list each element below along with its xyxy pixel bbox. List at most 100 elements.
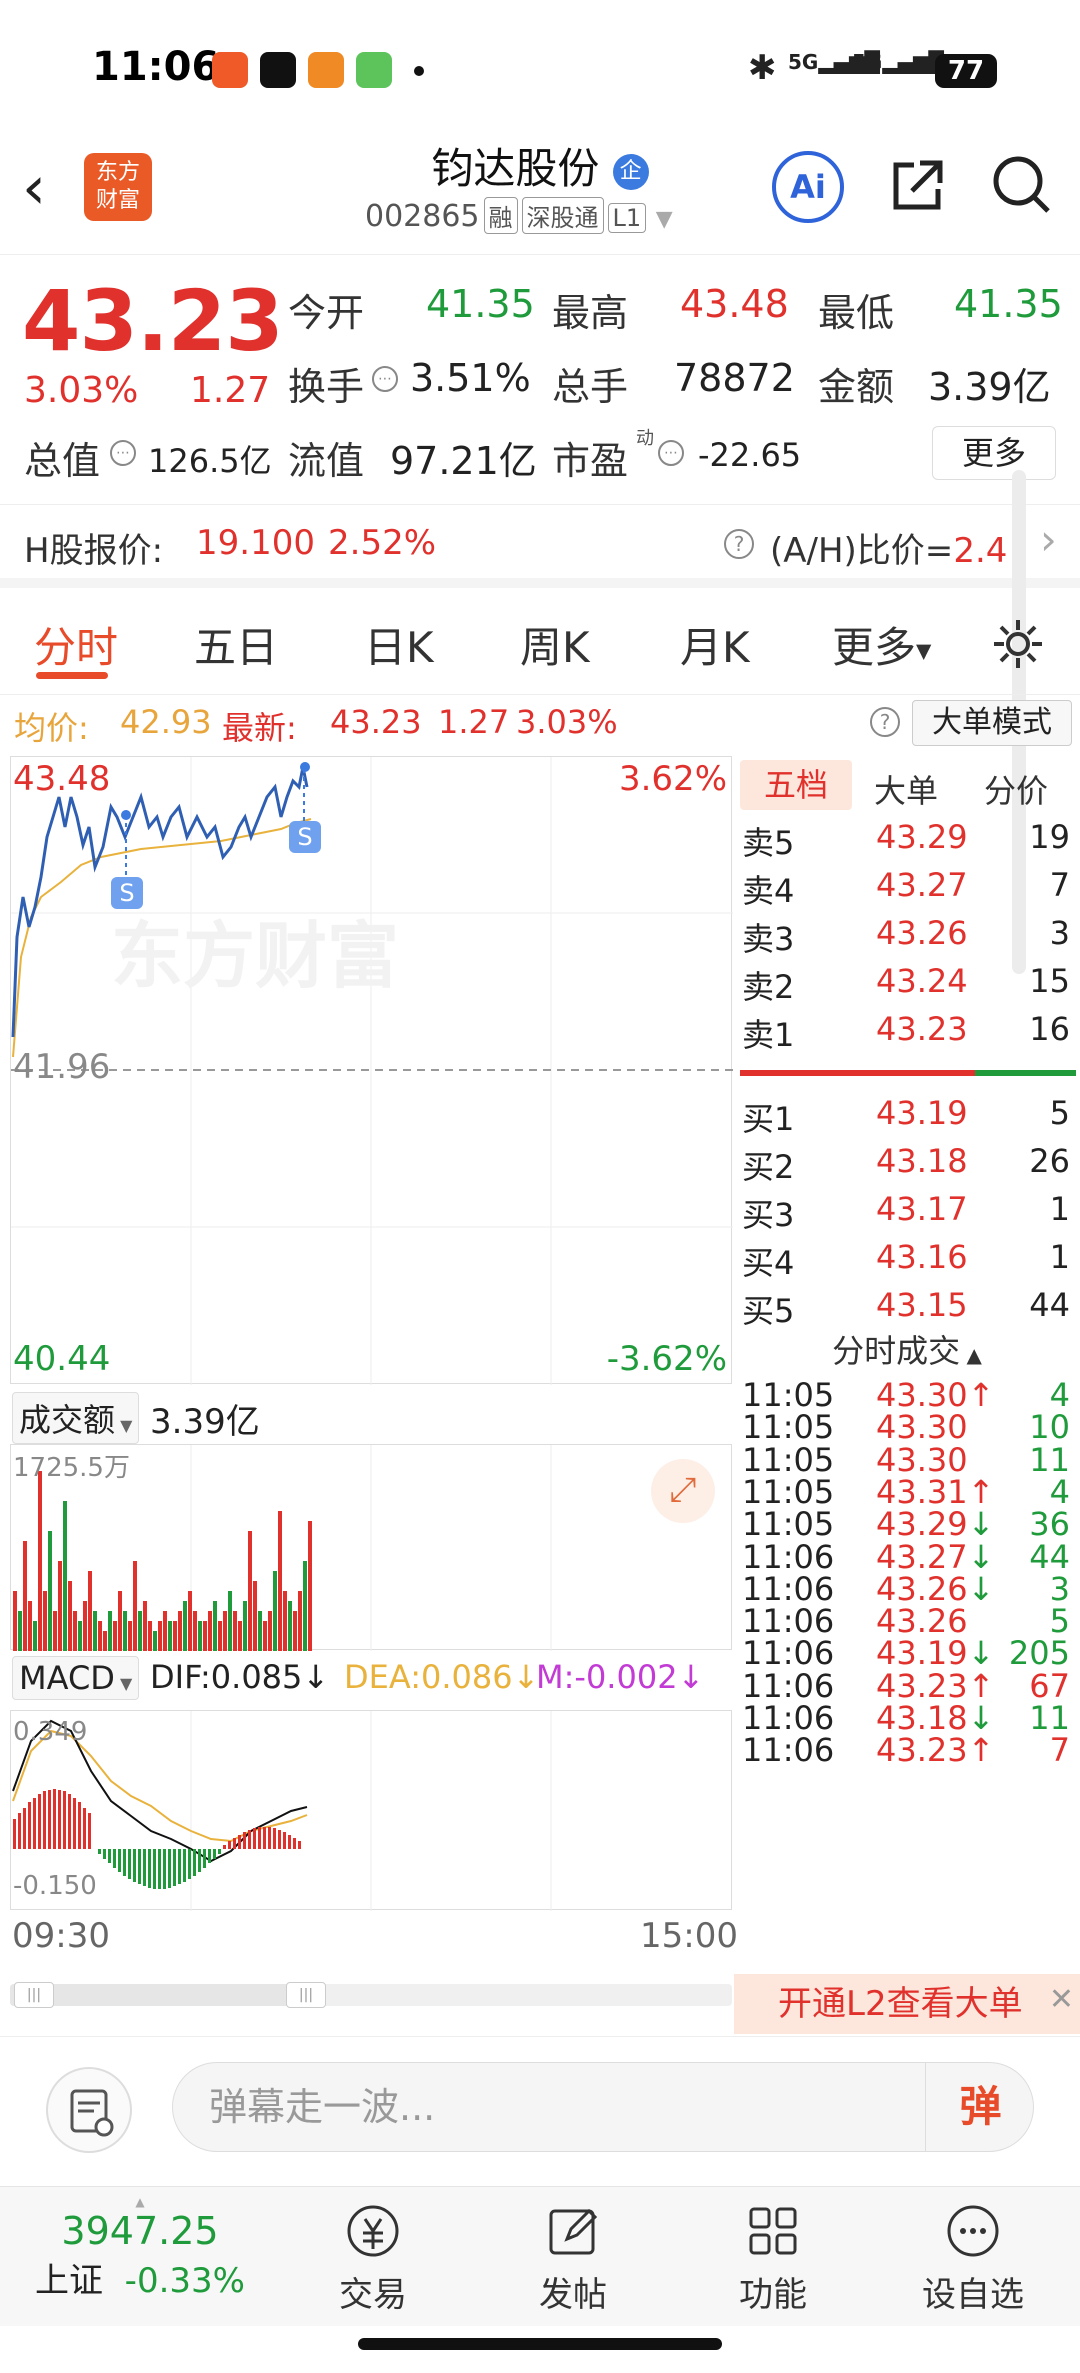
trade-price: 43.30 [876, 1440, 968, 1479]
more-stats-button[interactable]: 更多 [932, 426, 1056, 480]
tab-five-levels[interactable]: 五档 [740, 760, 852, 810]
tab-five-day[interactable]: 五日 [194, 623, 279, 672]
tab-weekly-k[interactable]: 周K [520, 623, 590, 672]
info-icon[interactable]: ⋯ [372, 366, 398, 392]
share-icon[interactable] [888, 157, 946, 215]
low-value: 41.35 [954, 282, 1063, 326]
ask-volume: 19 [1029, 818, 1070, 856]
volume-bar [268, 1611, 272, 1651]
help-icon[interactable]: ? [870, 707, 900, 737]
trade-row: 11:06 43.26↓ 3 [738, 1570, 1076, 1618]
volume-bar [108, 1611, 112, 1651]
tab-price-distribution[interactable]: 分价 [984, 772, 1049, 810]
l2-upgrade-banner[interactable]: 开通L2查看大单 ✕ [734, 1974, 1080, 2034]
info-icon[interactable]: ⋯ [110, 440, 136, 466]
ask-row[interactable]: 卖2 43.24 15 [738, 962, 1076, 1010]
volume-bar [223, 1611, 227, 1651]
tab-intraday[interactable]: 分时 [34, 623, 119, 672]
ask-row[interactable]: 卖4 43.27 7 [738, 866, 1076, 914]
ask-row[interactable]: 卖5 43.29 19 [738, 818, 1076, 866]
sell-marker[interactable]: S [289, 821, 321, 853]
volume-bar [38, 1471, 42, 1651]
change-percent: 3.03% [24, 370, 139, 411]
nav-post[interactable]: 发帖 [498, 2201, 648, 2316]
info-icon[interactable]: ⋯ [658, 440, 684, 466]
stock-code: 002865 [365, 199, 480, 234]
macd-indicator-select[interactable]: MACD ▼ [12, 1656, 140, 1700]
tab-more[interactable]: 更多▼ [832, 623, 932, 672]
trade-row: 11:06 43.23↑ 67 [738, 1667, 1076, 1715]
bluetooth-icon: ✱ [748, 48, 777, 88]
high-value: 43.48 [680, 282, 789, 326]
h-share-row[interactable]: H股报价: 19.100 2.52% ? (A/H)比价=2.4 › [0, 504, 1080, 588]
volume-bar [148, 1621, 152, 1651]
macd-bar [218, 1849, 221, 1854]
tab-monthly-k[interactable]: 月K [680, 623, 750, 672]
trade-row: 11:06 43.19↓ 205 [738, 1634, 1076, 1682]
volume-indicator-select[interactable]: 成交额 ▼ [12, 1392, 140, 1444]
slider-handle-right[interactable]: ||| [286, 1982, 326, 2008]
nav-add-watchlist[interactable]: 设自选 [898, 2201, 1048, 2316]
trades-title[interactable]: 分时成交 ▲ [832, 1332, 982, 1370]
macd-bar [263, 1827, 266, 1849]
bid-row[interactable]: 买1 43.19 5 [738, 1094, 1076, 1142]
stock-code-row[interactable]: 002865 融深股通 L1 ▼ [365, 197, 673, 234]
bid-row[interactable]: 买5 43.15 44 [738, 1286, 1076, 1334]
volume-bar [128, 1621, 132, 1651]
index-name: 上证 [35, 2261, 104, 2301]
bid-row[interactable]: 买4 43.16 1 [738, 1238, 1076, 1286]
danmu-send-button[interactable]: 弹 [925, 2063, 1035, 2151]
bid-row[interactable]: 买3 43.17 1 [738, 1190, 1076, 1238]
time-range-slider[interactable]: ||| ||| [10, 1982, 732, 2008]
volume-bar [238, 1621, 242, 1651]
volume-bar [123, 1611, 127, 1651]
volume-bar [308, 1521, 312, 1651]
stock-header: ‹ 东方 财富 钧达股份 企 002865 融深股通 L1 ▼ Ai [0, 135, 1080, 255]
macd-bar [63, 1791, 66, 1849]
nav-trade[interactable]: 交易 [298, 2201, 448, 2316]
bid-label: 买1 [742, 1100, 795, 1138]
time-end: 15:00 [640, 1916, 738, 1956]
expand-icon[interactable]: ⤢ [651, 1459, 715, 1523]
comment-list-icon[interactable] [46, 2067, 132, 2153]
macd-bar [48, 1790, 51, 1849]
trade-price: 43.18↓ [876, 1699, 995, 1737]
macd-bar [298, 1841, 301, 1849]
eastmoney-logo[interactable]: 东方 财富 [84, 153, 152, 221]
ask-row[interactable]: 卖1 43.23 16 [738, 1010, 1076, 1058]
settings-icon[interactable] [990, 616, 1046, 672]
home-indicator[interactable] [358, 2338, 722, 2350]
open-label: 今开 [288, 291, 365, 335]
tab-big-orders[interactable]: 大单 [874, 772, 939, 810]
index-pct: -0.33% [124, 2261, 245, 2301]
ask-volume: 15 [1029, 962, 1070, 1000]
bid-row[interactable]: 买2 43.18 26 [738, 1142, 1076, 1190]
search-icon[interactable] [990, 153, 1054, 217]
index-ticker[interactable]: ▲ 3947.25 上证 -0.33% [0, 2195, 280, 2302]
nav-functions[interactable]: 功能 [698, 2201, 848, 2316]
intraday-chart[interactable]: 东方财富 S S 43.48 3.62% 41.96 40.44 -3.62% [10, 756, 733, 1385]
trade-volume: 205 [1008, 1634, 1070, 1673]
slider-handle-left[interactable]: ||| [14, 1982, 54, 2008]
macd-bar [53, 1789, 56, 1849]
bid-label: 买4 [742, 1244, 795, 1282]
danmu-input[interactable]: 弹幕走一波... 弹 [172, 2062, 1034, 2152]
sell-marker[interactable]: S [111, 877, 143, 909]
volume-chart[interactable]: 1725.5万 ⤢ [10, 1444, 732, 1651]
big-order-mode-button[interactable]: 大单模式 [912, 700, 1072, 746]
ask-row[interactable]: 卖3 43.26 3 [738, 914, 1076, 962]
ai-assistant-button[interactable]: Ai [772, 151, 844, 223]
trade-row: 11:05 43.29↓ 36 [738, 1505, 1076, 1553]
tab-daily-k[interactable]: 日K [364, 623, 434, 672]
bid-label: 买3 [742, 1196, 795, 1234]
volume-bar [48, 1531, 52, 1651]
close-icon[interactable]: ✕ [1048, 1982, 1074, 2017]
high-label: 最高 [552, 291, 629, 335]
back-icon[interactable]: ‹ [22, 153, 46, 223]
macd-chart[interactable]: 0.349 -0.150 [10, 1710, 732, 1911]
macd-bar [133, 1849, 136, 1882]
macd-bar [43, 1791, 46, 1849]
trade-time: 11:05 [742, 1472, 835, 1511]
help-icon[interactable]: ? [724, 529, 754, 559]
volume-bar [33, 1621, 37, 1651]
